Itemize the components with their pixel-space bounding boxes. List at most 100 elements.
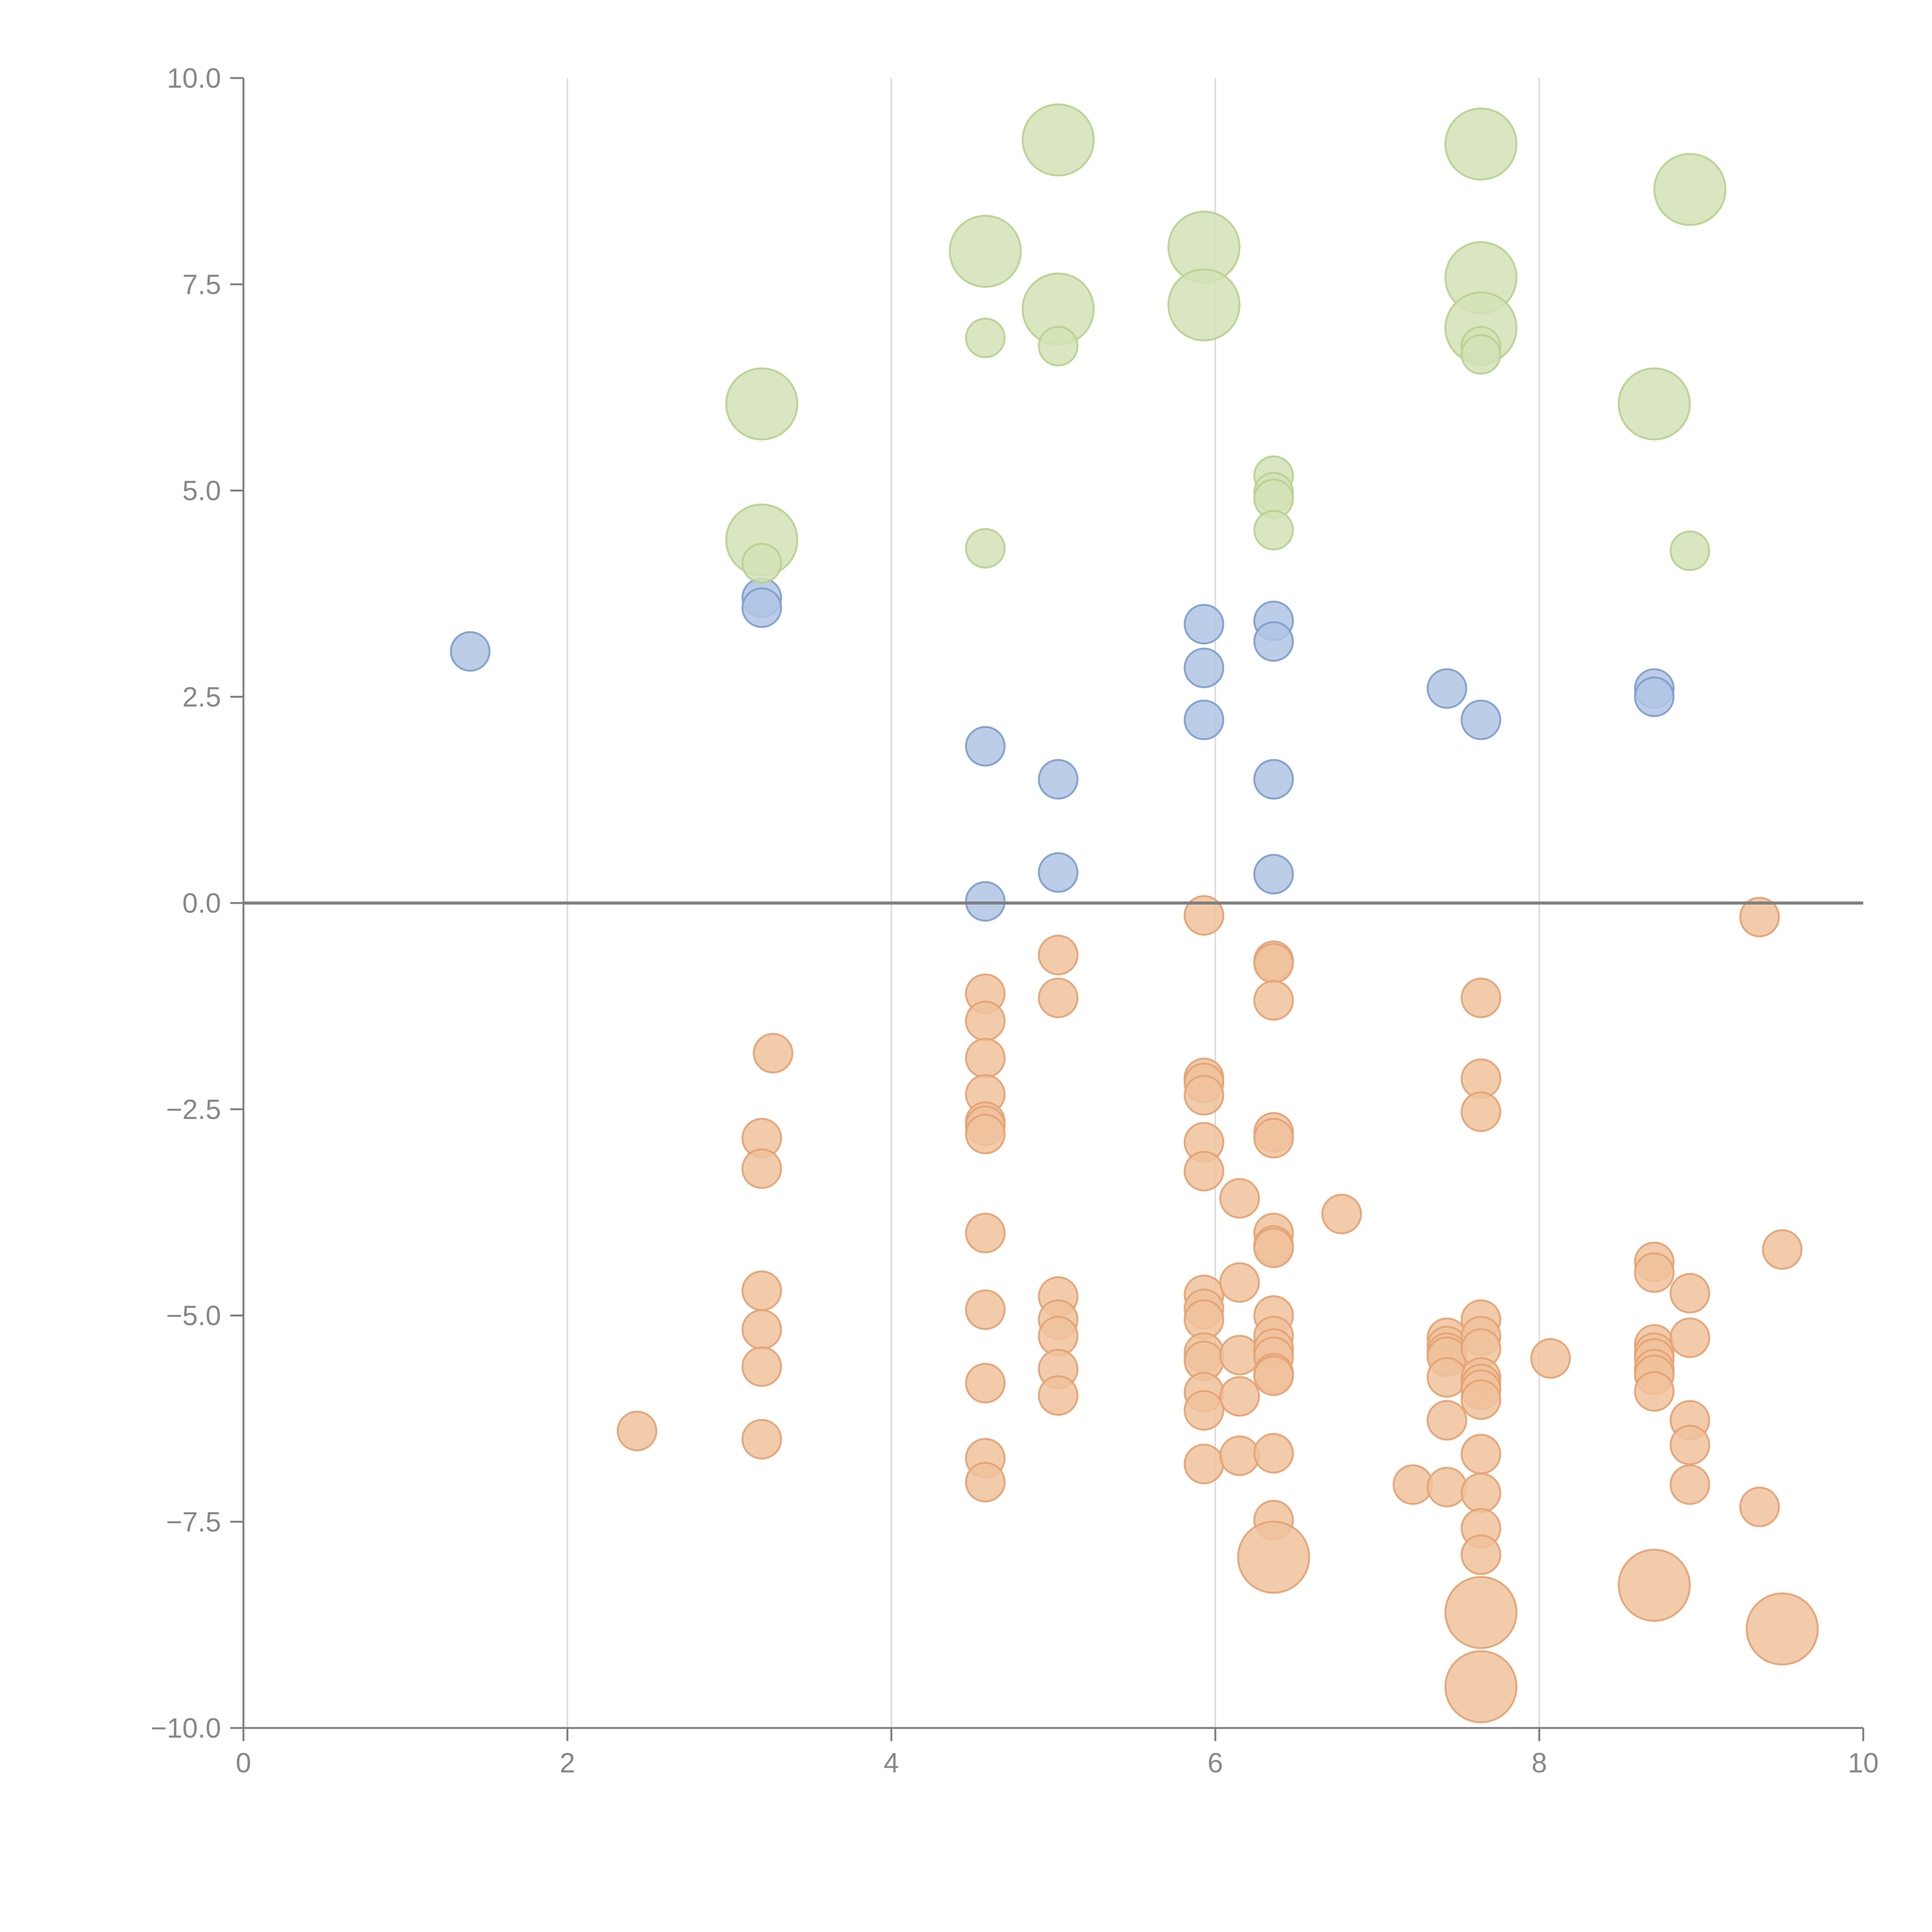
y-tick-label: 5.0 (182, 476, 221, 507)
data-point (741, 1419, 782, 1460)
data-point (1184, 1075, 1225, 1116)
x-tick-label: 0 (236, 1748, 251, 1779)
y-tick-label: −7.5 (166, 1507, 221, 1537)
data-point (1253, 1355, 1294, 1396)
data-point (965, 1114, 1006, 1155)
data-point (1393, 1464, 1434, 1505)
data-point (1653, 153, 1726, 226)
y-tick-label: −2.5 (166, 1094, 221, 1125)
data-point (1461, 334, 1502, 375)
data-point (1184, 895, 1225, 936)
x-tick-label: 2 (560, 1748, 575, 1779)
data-point (1184, 1444, 1225, 1485)
data-point (741, 1270, 782, 1311)
data-point (1427, 1357, 1468, 1398)
data-point (1253, 980, 1294, 1021)
data-point (1184, 648, 1225, 689)
data-point (1321, 1194, 1362, 1235)
data-point (1461, 978, 1502, 1019)
data-point (1184, 1390, 1225, 1431)
data-point (1739, 896, 1780, 937)
data-point (965, 1213, 1006, 1253)
data-point (741, 1309, 782, 1350)
data-point (741, 587, 782, 628)
x-tick-label: 10 (1848, 1748, 1879, 1779)
data-point (1634, 1371, 1675, 1412)
data-point (741, 1346, 782, 1387)
data-point (1669, 1464, 1710, 1505)
data-point (1461, 1534, 1502, 1575)
data-point (1038, 978, 1079, 1019)
data-point (1634, 676, 1675, 717)
data-point (1444, 1650, 1518, 1723)
data-point (1461, 1473, 1502, 1514)
data-point (617, 1410, 658, 1451)
data-point (1669, 1273, 1710, 1314)
data-point (1253, 621, 1294, 662)
data-point (1167, 268, 1241, 342)
data-point (1253, 1227, 1294, 1268)
data-point (1444, 1576, 1518, 1649)
y-tick-label: 10.0 (167, 63, 221, 94)
data-point (1253, 1433, 1294, 1474)
data-point (1461, 699, 1502, 740)
data-point (1038, 326, 1079, 367)
x-tick-label: 6 (1208, 1748, 1223, 1779)
data-point (1253, 510, 1294, 551)
data-point (1669, 530, 1710, 571)
data-point (1253, 943, 1294, 984)
data-point (1634, 1252, 1675, 1293)
data-point (965, 1000, 1006, 1041)
data-point (1617, 1549, 1691, 1622)
data-point (1253, 1117, 1294, 1158)
data-point (1219, 1376, 1260, 1417)
data-point (1461, 1091, 1502, 1132)
data-point (1739, 1486, 1780, 1527)
data-point (965, 528, 1006, 569)
data-point (1219, 1435, 1260, 1476)
data-point (1219, 1335, 1260, 1376)
data-point (1444, 107, 1518, 181)
data-point (1038, 852, 1079, 893)
data-point (1237, 1520, 1310, 1594)
data-point (1184, 699, 1225, 740)
x-tick-label: 4 (884, 1748, 899, 1779)
data-point (965, 1363, 1006, 1404)
data-point (1022, 103, 1095, 177)
data-points (450, 103, 1819, 1723)
data-point (965, 1462, 1006, 1503)
data-point (965, 318, 1006, 359)
data-point (741, 543, 782, 583)
data-point (1461, 1379, 1502, 1420)
data-point (1038, 759, 1079, 800)
data-point (450, 631, 491, 672)
data-point (1427, 668, 1468, 709)
data-point (1617, 367, 1691, 440)
data-point (741, 1148, 782, 1189)
data-point (1745, 1592, 1819, 1666)
y-tick-label: 2.5 (182, 682, 221, 713)
data-point (1427, 1467, 1468, 1508)
data-point (1184, 604, 1225, 645)
y-tick-label: 7.5 (182, 269, 221, 300)
data-point (1762, 1229, 1803, 1270)
data-point (949, 214, 1022, 288)
data-point (1038, 1375, 1079, 1416)
data-point (1038, 935, 1079, 976)
data-point (965, 1289, 1006, 1330)
data-point (1669, 1425, 1710, 1466)
data-point (725, 367, 798, 440)
data-point (1219, 1262, 1260, 1303)
x-tick-label: 8 (1532, 1748, 1547, 1779)
data-point (1461, 1434, 1502, 1475)
data-point (965, 726, 1006, 767)
y-tick-label: −5.0 (166, 1301, 221, 1332)
y-tick-label: −10.0 (151, 1713, 221, 1744)
data-point (1184, 1151, 1225, 1192)
data-point (965, 1037, 1006, 1078)
data-point (1669, 1317, 1710, 1358)
data-point (753, 1033, 794, 1074)
y-tick-label: 0.0 (182, 888, 221, 919)
data-point (1219, 1178, 1260, 1219)
